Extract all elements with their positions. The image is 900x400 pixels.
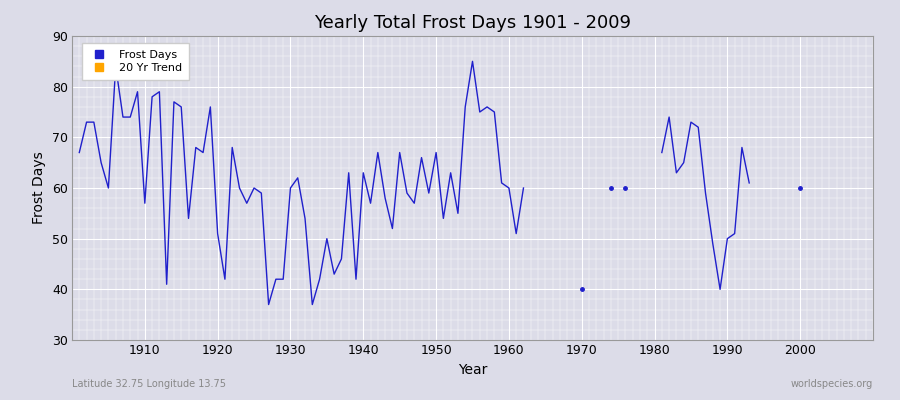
Title: Yearly Total Frost Days 1901 - 2009: Yearly Total Frost Days 1901 - 2009 <box>314 14 631 32</box>
Y-axis label: Frost Days: Frost Days <box>32 152 46 224</box>
Text: Latitude 32.75 Longitude 13.75: Latitude 32.75 Longitude 13.75 <box>72 379 226 389</box>
Legend: Frost Days, 20 Yr Trend: Frost Days, 20 Yr Trend <box>82 43 189 80</box>
Text: worldspecies.org: worldspecies.org <box>791 379 873 389</box>
X-axis label: Year: Year <box>458 363 487 377</box>
